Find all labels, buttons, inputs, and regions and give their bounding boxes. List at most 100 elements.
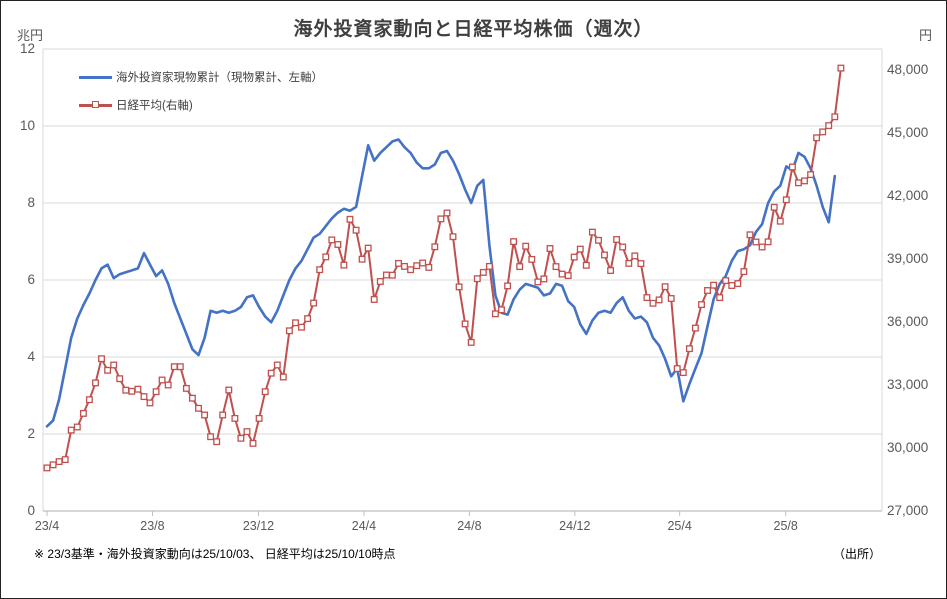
left-axis-tick-label: 6 [27,272,35,287]
data-point-marker [292,319,299,327]
data-point-marker [346,215,354,223]
data-point-marker [207,433,215,441]
x-axis-tick-label: 23/8 [140,519,165,533]
data-point-marker [619,243,627,251]
data-point-marker [67,426,75,434]
left-axis-tick-label: 8 [27,195,35,210]
data-point-marker [534,278,542,286]
data-point-marker [667,295,675,302]
data-point-marker [734,280,742,288]
data-point-marker [219,411,227,419]
data-point-marker [213,438,221,446]
data-point-marker [461,320,469,328]
data-point-marker [279,373,287,381]
data-point-marker [61,456,69,464]
data-point-marker [758,243,766,251]
data-point-marker [158,376,166,384]
data-point-marker [691,324,699,332]
data-point-marker [328,236,336,244]
data-point-marker [643,294,651,302]
data-point-marker [322,253,330,261]
data-point-marker [431,243,439,251]
data-point-marker [588,228,596,236]
legend: 海外投資家現物累計（現物累計、左軸） 日経平均(右軸) [79,63,323,119]
data-point-marker [304,315,312,323]
data-point-marker [43,464,51,472]
data-point-marker [140,393,148,401]
data-point-marker [116,375,124,383]
data-point-marker [595,236,602,244]
series-line-nikkei [46,67,842,469]
data-point-marker [485,262,493,270]
series-line-foreign [45,138,837,428]
data-point-marker [437,215,445,223]
data-point-marker [419,259,427,267]
right-axis-tick-label: 36,000 [887,314,929,329]
left-axis-tick-label: 4 [27,349,35,364]
legend-label-foreign: 海外投資家現物累計（現物累計、左軸） [116,72,323,84]
data-point-marker [358,255,366,263]
data-point-marker [655,296,663,304]
data-point-marker [831,113,839,121]
data-point-marker [770,203,778,211]
data-point-marker [443,209,451,217]
data-point-marker [607,267,615,274]
data-point-marker [407,266,415,274]
data-point-marker [104,366,112,374]
data-point-marker [788,163,796,171]
x-axis-tick-label: 25/8 [773,519,798,533]
data-point-marker [237,434,245,442]
data-point-marker [582,261,590,269]
data-point-marker [376,278,384,285]
data-point-marker [73,423,81,431]
data-point-marker [546,245,554,252]
data-point-marker [728,282,736,289]
data-point-marker [613,236,621,243]
data-point-marker [679,369,687,377]
data-point-marker [382,271,390,279]
data-point-marker [685,345,693,353]
x-axis-tick-label: 24/12 [559,519,591,533]
data-point-marker [401,262,408,270]
data-point-marker [467,338,475,346]
data-point-marker [201,411,209,419]
data-point-marker [746,231,754,239]
data-point-marker [516,263,524,271]
x-axis-tick-label: 23/4 [34,519,60,533]
data-point-marker [49,461,57,469]
x-axis-tick-label: 23/12 [242,519,275,533]
data-point-marker [134,385,142,393]
right-axis-tick-label: 30,000 [887,440,929,455]
data-point-marker [813,134,821,142]
right-axis-tick-label: 27,000 [887,503,929,518]
data-point-marker [267,369,275,377]
chart-title: 海外投資家動向と日経平均株価（週次） [293,19,654,40]
data-point-marker [195,404,202,412]
data-point-marker [764,238,772,246]
nikkei-line-sample-icon [79,100,112,110]
legend-item-nikkei: 日経平均(右軸) [79,91,323,119]
data-point-marker [255,414,263,422]
data-point-marker [479,268,487,276]
data-point-marker [807,171,815,179]
data-point-marker [673,365,681,373]
data-point-marker [122,386,130,394]
right-axis-tick-label: 45,000 [887,125,929,140]
x-axis-tick-label: 24/4 [351,519,377,533]
data-point-marker [92,379,99,387]
left-axis-unit-label: 兆円 [17,28,44,43]
data-point-marker [740,268,748,276]
data-point-marker [782,196,790,204]
data-point-marker [79,409,87,417]
data-point-marker [261,388,269,396]
right-axis-unit-label: 円 [918,28,932,43]
data-point-marker [510,238,518,246]
data-point-marker [722,277,730,285]
data-point-marker [146,399,154,407]
data-point-marker [576,245,584,253]
data-point-marker [540,275,548,283]
data-point-marker [825,122,833,130]
left-axis-tick-label: 12 [19,41,35,56]
data-point-marker [310,299,318,307]
